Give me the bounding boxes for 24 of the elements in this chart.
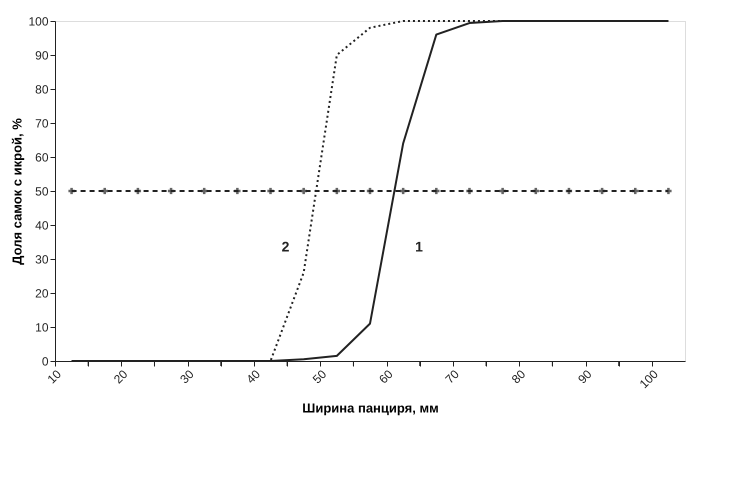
y-axis-title: Доля самок с икрой, % [9,118,24,265]
y-tick-label: 80 [35,82,49,96]
y-tick-label: 90 [35,48,49,62]
x-tick-label: 20 [110,366,131,386]
x-tick-label: 50 [310,366,330,386]
y-tick-label: 20 [35,286,49,300]
text: 1 [415,238,424,255]
y-tick-label: 10 [35,320,49,334]
x-tick-label: 40 [244,366,264,386]
y-tick-label: 40 [35,218,49,232]
series-label: 2 [282,238,290,255]
y-tick-label: 100 [28,14,49,28]
y-tick-label: 50 [35,184,49,198]
x-tick-label: 80 [508,366,528,386]
x-tick-label: 60 [376,366,396,386]
x-tick-label: 30 [177,366,197,386]
x-tick-label: 90 [575,366,595,386]
x-tick-label: 70 [442,366,462,386]
y-tick-label: 0 [42,354,49,368]
y-tick-label: 30 [35,252,49,266]
y-tick-label: 70 [35,116,49,130]
x-axis-title: Ширина панциря, мм [302,400,439,416]
x-tick-label: 100 [636,366,662,392]
y-tick-label: 60 [35,150,49,164]
